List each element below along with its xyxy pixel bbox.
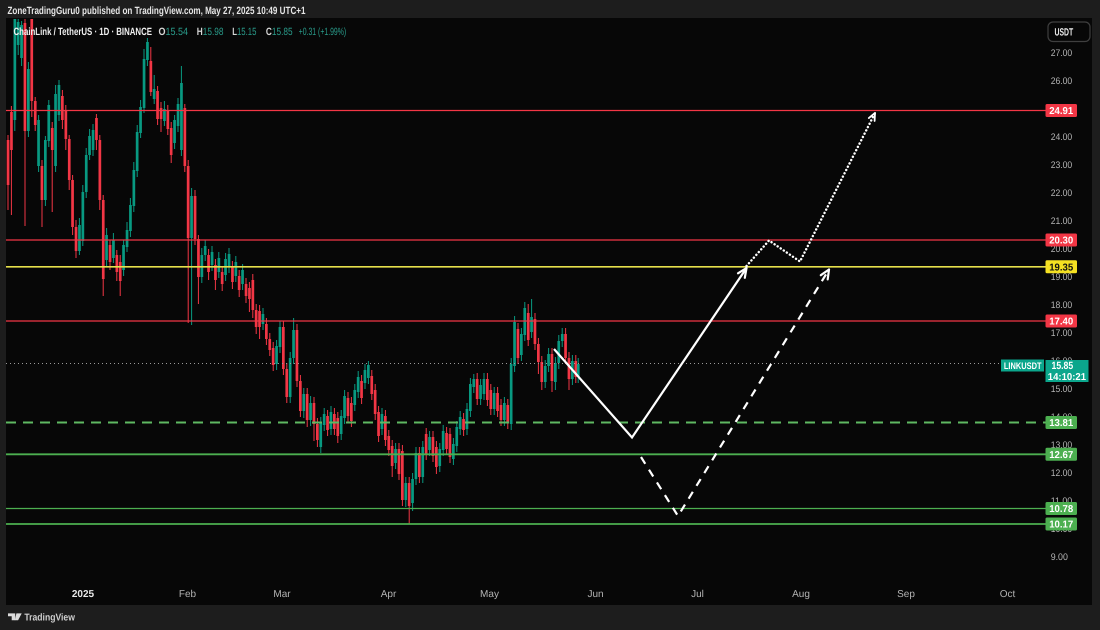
svg-text:27.00: 27.00 [1051, 48, 1073, 59]
svg-text:+0.31 (+1.99%): +0.31 (+1.99%) [299, 26, 347, 38]
svg-text:20.30: 20.30 [1049, 236, 1073, 247]
svg-text:22.00: 22.00 [1051, 188, 1073, 199]
svg-text:L15.15: L15.15 [232, 26, 256, 38]
svg-text:10.17: 10.17 [1049, 520, 1073, 531]
svg-text:13.00: 13.00 [1051, 440, 1073, 451]
svg-text:ChainLink / TetherUS · 1D · BI: ChainLink / TetherUS · 1D · BINANCE [14, 26, 153, 38]
svg-text:H15.98: H15.98 [197, 26, 224, 38]
svg-text:15.85: 15.85 [1052, 360, 1074, 372]
svg-text:19.00: 19.00 [1051, 272, 1073, 283]
svg-text:17.40: 17.40 [1049, 317, 1073, 328]
svg-text:May: May [480, 589, 499, 600]
svg-text:17.00: 17.00 [1051, 328, 1073, 339]
svg-text:USDT: USDT [1055, 27, 1074, 39]
svg-text:9.00: 9.00 [1051, 552, 1068, 563]
svg-text:10.78: 10.78 [1049, 504, 1073, 515]
svg-text:Jun: Jun [587, 589, 603, 600]
svg-text:24.00: 24.00 [1051, 132, 1073, 143]
svg-text:12.67: 12.67 [1049, 450, 1073, 461]
svg-text:C15.85: C15.85 [266, 26, 293, 38]
svg-text:O15.54: O15.54 [159, 26, 189, 38]
svg-text:Mar: Mar [273, 589, 291, 600]
svg-text:19.35: 19.35 [1049, 262, 1073, 273]
svg-text:11.00: 11.00 [1051, 496, 1073, 507]
svg-text:18.00: 18.00 [1051, 300, 1073, 311]
svg-text:12.00: 12.00 [1051, 468, 1073, 479]
svg-text:24.91: 24.91 [1049, 106, 1073, 117]
svg-text:LINKUSDT: LINKUSDT [1004, 361, 1042, 372]
svg-text:26.00: 26.00 [1051, 76, 1073, 87]
svg-text:20.00: 20.00 [1051, 244, 1073, 255]
svg-text:13.81: 13.81 [1049, 418, 1073, 429]
svg-text:15.00: 15.00 [1051, 384, 1073, 395]
svg-text:23.00: 23.00 [1051, 160, 1073, 171]
svg-text:Oct: Oct [1000, 589, 1016, 600]
svg-text:TradingView: TradingView [24, 612, 75, 623]
svg-text:Sep: Sep [897, 589, 915, 600]
svg-text:Feb: Feb [179, 589, 197, 600]
svg-text:ZoneTradingGuru0 published on: ZoneTradingGuru0 published on TradingVie… [8, 5, 306, 17]
svg-text:Apr: Apr [381, 589, 397, 600]
svg-text:21.00: 21.00 [1051, 216, 1073, 227]
svg-text:2025: 2025 [72, 589, 95, 600]
svg-text:14:10:21: 14:10:21 [1048, 372, 1087, 383]
svg-text:Jul: Jul [691, 589, 704, 600]
svg-text:Aug: Aug [792, 589, 810, 600]
